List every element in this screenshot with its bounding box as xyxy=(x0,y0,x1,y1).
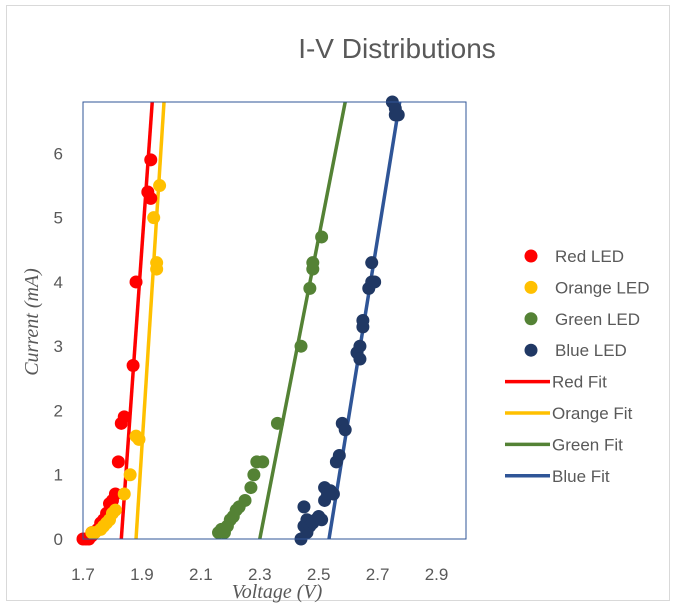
y-tick-label: 6 xyxy=(54,144,63,163)
orange-led-point xyxy=(153,179,167,193)
green-led-point xyxy=(247,468,261,482)
blue-led-point xyxy=(365,256,379,270)
orange-led-point xyxy=(123,468,137,482)
y-axis-label: Current (mA) xyxy=(21,268,43,376)
green-led-point xyxy=(306,256,320,270)
chart-title: I-V Distributions xyxy=(298,33,496,64)
green-led-point xyxy=(303,281,317,295)
y-tick-label: 3 xyxy=(54,337,63,356)
x-tick-label: 2.9 xyxy=(425,565,449,584)
orange-led-point xyxy=(150,256,164,270)
axis-ticks: 1.7 1.9 2.1 2.3 2.5 2.7 2.9 0 1 2 3 4 5 6 xyxy=(54,144,449,584)
green-led-point xyxy=(294,339,308,353)
blue-led-point xyxy=(368,275,382,289)
orange-fit-legend-label: Orange Fit xyxy=(552,404,633,423)
blue-led-point xyxy=(332,448,346,462)
blue-led-point xyxy=(326,487,340,501)
green-led-point xyxy=(238,493,252,507)
x-axis-label: Voltage (V) xyxy=(232,581,323,603)
red-led-point xyxy=(144,153,158,167)
x-tick-label: 2.3 xyxy=(248,565,272,584)
plot-border xyxy=(82,101,467,540)
x-tick-label: 2.7 xyxy=(366,565,390,584)
red-fit-line xyxy=(119,101,154,540)
y-tick-label: 1 xyxy=(54,466,63,485)
green-led-point xyxy=(315,230,329,244)
red-led-legend-marker xyxy=(524,249,538,263)
blue-led-point xyxy=(353,352,367,366)
orange-fit-line xyxy=(134,101,166,540)
red-led-point xyxy=(111,455,125,469)
orange-led-legend-label: Orange LED xyxy=(555,278,650,297)
blue-led-legend-marker xyxy=(524,343,538,357)
blue-led-point xyxy=(353,339,367,353)
green-led-point xyxy=(270,416,284,430)
x-tick-label: 2.5 xyxy=(307,565,331,584)
green-led-legend-label: Green LED xyxy=(555,310,640,329)
red-led-point xyxy=(126,358,140,372)
blue-led-point xyxy=(356,314,370,327)
y-tick-label: 0 xyxy=(54,530,63,549)
x-tick-label: 1.9 xyxy=(130,565,154,584)
green-led-legend-marker xyxy=(524,312,538,326)
orange-led-point xyxy=(108,503,122,517)
red-led-point xyxy=(129,275,143,289)
x-tick-label: 2.1 xyxy=(189,565,213,584)
x-tick-label: 1.7 xyxy=(71,565,95,584)
green-fit-legend-label: Green Fit xyxy=(552,435,623,454)
orange-led-point xyxy=(147,211,161,225)
blue-led-legend-label: Blue LED xyxy=(555,341,627,360)
orange-led-point xyxy=(117,487,131,501)
red-fit-legend-label: Red Fit xyxy=(552,373,607,392)
green-led-point xyxy=(244,481,258,495)
y-tick-label: 4 xyxy=(54,273,63,292)
red-led-legend-label: Red LED xyxy=(555,247,624,266)
red-led-point xyxy=(144,191,158,205)
blue-led-point xyxy=(338,423,352,437)
blue-fit-legend-label: Blue Fit xyxy=(552,467,610,486)
plot-marks xyxy=(76,95,405,546)
legend: Red LED Orange LED Green LED Blue LED Red Fi… xyxy=(505,247,650,486)
orange-led-point xyxy=(132,432,146,446)
red-led-point xyxy=(117,410,131,424)
y-tick-label: 5 xyxy=(54,209,63,228)
orange-led-legend-marker xyxy=(524,280,538,294)
y-tick-label: 2 xyxy=(54,401,63,420)
blue-led-point xyxy=(315,513,329,527)
blue-led-point xyxy=(391,108,405,122)
green-fit-line xyxy=(258,101,347,540)
green-led-point xyxy=(256,455,270,469)
blue-led-point xyxy=(297,500,311,514)
